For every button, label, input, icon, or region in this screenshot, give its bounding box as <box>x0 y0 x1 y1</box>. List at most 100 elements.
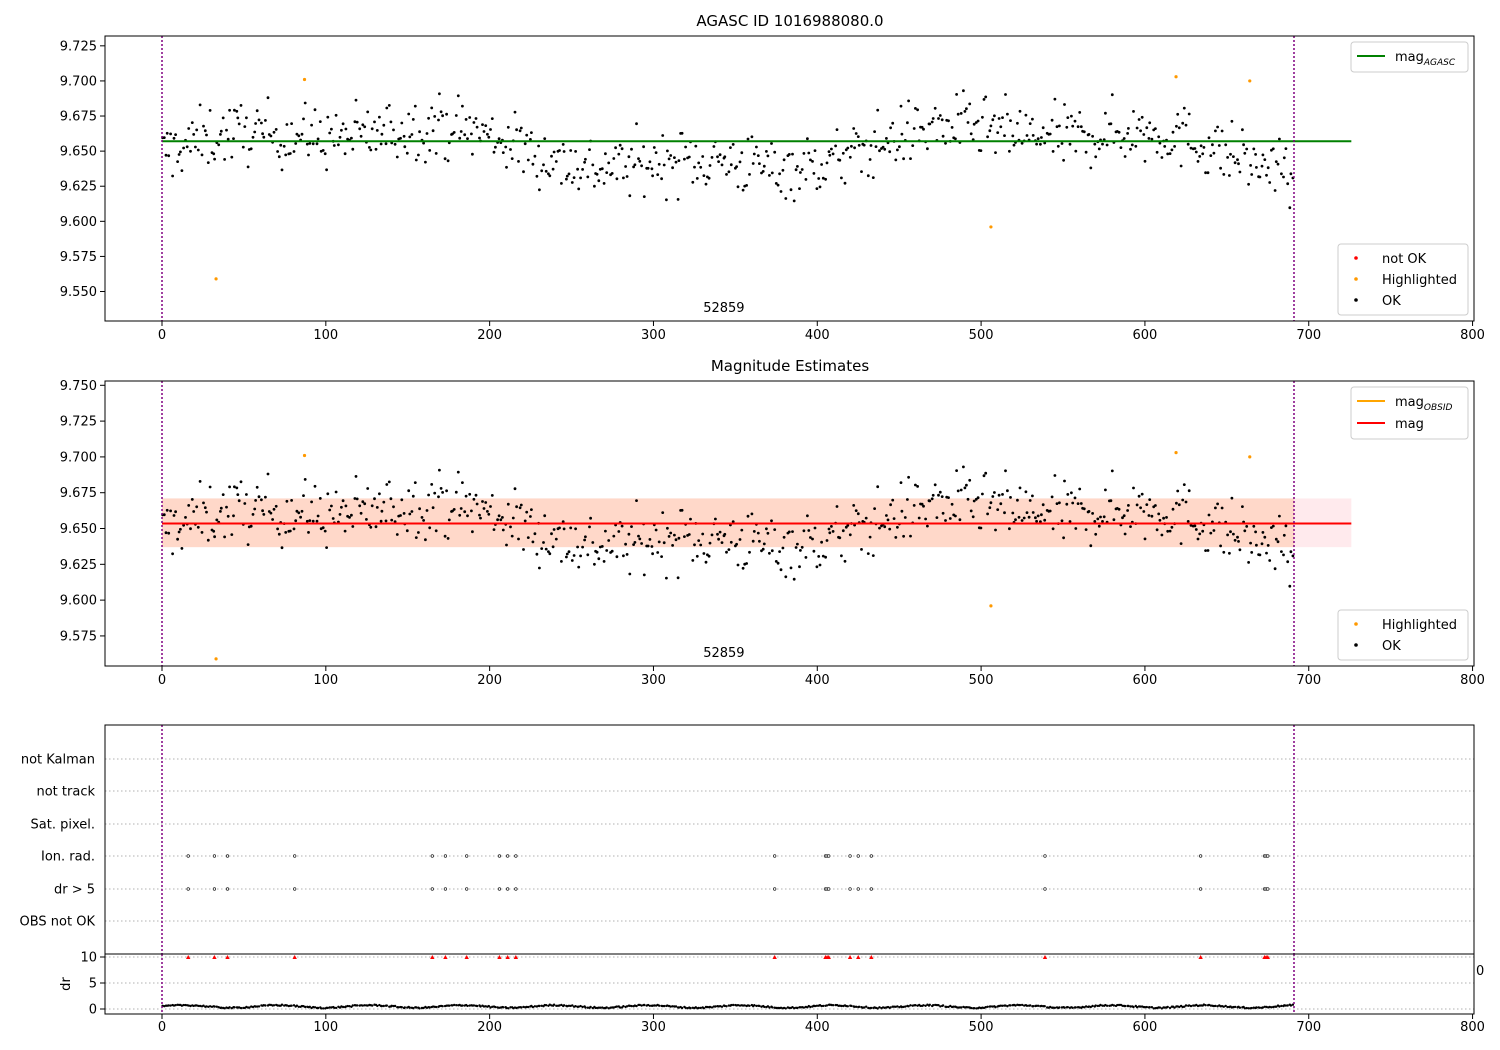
panel1-xtick-label: 800 <box>1460 328 1485 343</box>
panel2-ok-point <box>271 518 274 521</box>
panel2-ok-point <box>680 508 684 512</box>
panel2-ok-point <box>1096 517 1100 521</box>
dr-point <box>1032 1005 1035 1008</box>
panel1-ok-point <box>226 137 230 141</box>
panel1-ok-point <box>264 119 267 122</box>
panel2-ok-point <box>871 554 875 557</box>
panel2-ok-point <box>452 508 456 511</box>
panel2-ok-point <box>1055 502 1059 505</box>
dr-point <box>330 1006 333 1009</box>
dr-point <box>322 1007 325 1010</box>
dr-point <box>1163 1006 1166 1009</box>
panel1-ok-point <box>525 133 529 137</box>
panel1-ok-point <box>665 198 668 202</box>
panel1-ok-point <box>676 198 680 201</box>
panel2-ok-point <box>637 534 640 538</box>
dr-ytick-label: 0 <box>89 1003 97 1018</box>
panel2-ok-point <box>807 529 811 532</box>
dr-point <box>1278 1005 1281 1008</box>
panel2-ok-point <box>410 510 414 513</box>
panel1-ok-point <box>313 108 317 112</box>
panel1-ok-point <box>325 168 328 172</box>
panel1-ok-point <box>852 127 856 130</box>
dr-point <box>316 1006 320 1010</box>
panel1-ok-point <box>1126 132 1129 135</box>
panel2-ok-point <box>899 481 903 484</box>
dr-point <box>1224 1004 1227 1008</box>
panel2-ok-point <box>1278 514 1281 518</box>
dr-point <box>1099 1003 1102 1007</box>
panel2-ok-point <box>947 496 950 499</box>
panel1-ok-point <box>781 168 785 172</box>
panel2-ok-point <box>941 511 945 515</box>
panel1-ok-point <box>1273 189 1277 192</box>
panel1-ok-point <box>817 177 821 180</box>
panel2-ok-point <box>1198 532 1202 536</box>
panel1-ok-point <box>408 135 412 139</box>
panel2-ok-point <box>172 514 176 517</box>
panel2-ok-point <box>1132 486 1135 490</box>
panel1-ok-point <box>1043 141 1047 145</box>
panel1-ok-point <box>1263 158 1267 162</box>
panel1-ok-point <box>1171 130 1175 134</box>
panel1-ok-point <box>898 145 901 149</box>
panel1-ok-point <box>441 114 444 118</box>
dr-point <box>736 1004 740 1007</box>
panel1-ok-point <box>755 145 758 149</box>
panel1-ok-point <box>330 127 333 131</box>
panel1-ok-point <box>885 137 888 140</box>
panel1-ok-point <box>828 153 832 157</box>
panel2-ok-point <box>1254 530 1257 534</box>
panel1-xtick-label: 700 <box>1296 328 1321 343</box>
dr-point <box>702 1007 706 1010</box>
dr-point <box>356 1004 359 1007</box>
panel2-ok-point <box>729 540 733 544</box>
panel1-ok-point <box>632 165 635 169</box>
panel1-ok-point <box>1212 151 1216 155</box>
panel2-ok-point <box>1158 518 1162 522</box>
panel1-ok-point <box>933 106 937 110</box>
panel2-ok-point <box>572 554 576 557</box>
panel2-ok-point <box>1148 498 1152 501</box>
flag-point <box>465 854 469 858</box>
panel2-ok-point <box>315 519 319 523</box>
panel2-ok-point <box>646 544 650 548</box>
panel2-ok-point <box>1252 524 1256 528</box>
panel1-ok-point <box>427 116 430 120</box>
panel2-ok-point <box>171 552 175 556</box>
dr-xtick-label: 300 <box>641 1020 666 1035</box>
panel2-highlighted-point <box>1248 455 1252 459</box>
panel2-ytick-label: 9.700 <box>60 450 97 465</box>
panel2-ok-point <box>328 508 332 512</box>
panel2-ok-point <box>177 530 181 534</box>
panel2-ok-point <box>384 519 388 523</box>
panel1-ok-point <box>825 161 829 165</box>
panel2-xtick-label: 600 <box>1133 673 1158 688</box>
panel2-ok-point <box>1127 504 1130 507</box>
panel2-ok-point <box>885 514 888 517</box>
panel1-ok-point <box>968 102 972 106</box>
flag-point <box>212 854 217 858</box>
panel1-ok-point <box>428 149 432 152</box>
panel1-ok-point <box>778 172 781 176</box>
panel2-ok-point <box>1140 492 1144 496</box>
flag-point <box>212 887 217 891</box>
dr-point <box>768 1006 771 1009</box>
dr-point <box>1063 1006 1066 1009</box>
dr-point <box>393 1004 397 1008</box>
panel1-ok-point <box>751 162 755 165</box>
panel2-ok-point <box>501 528 505 532</box>
panel1-ok-point <box>470 132 473 136</box>
dr-point <box>638 1003 641 1007</box>
panel1-ok-point <box>1062 158 1065 162</box>
panel2-ok-point <box>963 486 967 490</box>
panel2-ok-point <box>954 514 957 518</box>
panel1-ok-point <box>219 133 222 136</box>
panel2-ok-point <box>1182 483 1186 486</box>
dr-point <box>363 1004 366 1007</box>
panel1-ok-point <box>369 148 373 152</box>
panel2-ok-point <box>299 515 302 519</box>
panel2-ok-point <box>669 531 673 535</box>
panel1-ok-point <box>731 143 735 146</box>
